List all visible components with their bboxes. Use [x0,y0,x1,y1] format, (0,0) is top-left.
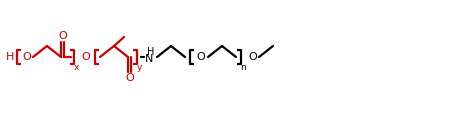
Text: n: n [240,62,246,72]
Text: O: O [248,52,258,62]
Text: N: N [145,54,153,64]
Text: O: O [125,73,134,83]
Text: x: x [73,62,79,72]
Text: O: O [197,52,205,62]
Text: O: O [81,52,90,62]
Text: O: O [58,31,67,41]
Text: H: H [147,47,155,57]
Text: y: y [136,62,142,72]
Text: O: O [23,52,31,62]
Text: H: H [6,52,14,62]
